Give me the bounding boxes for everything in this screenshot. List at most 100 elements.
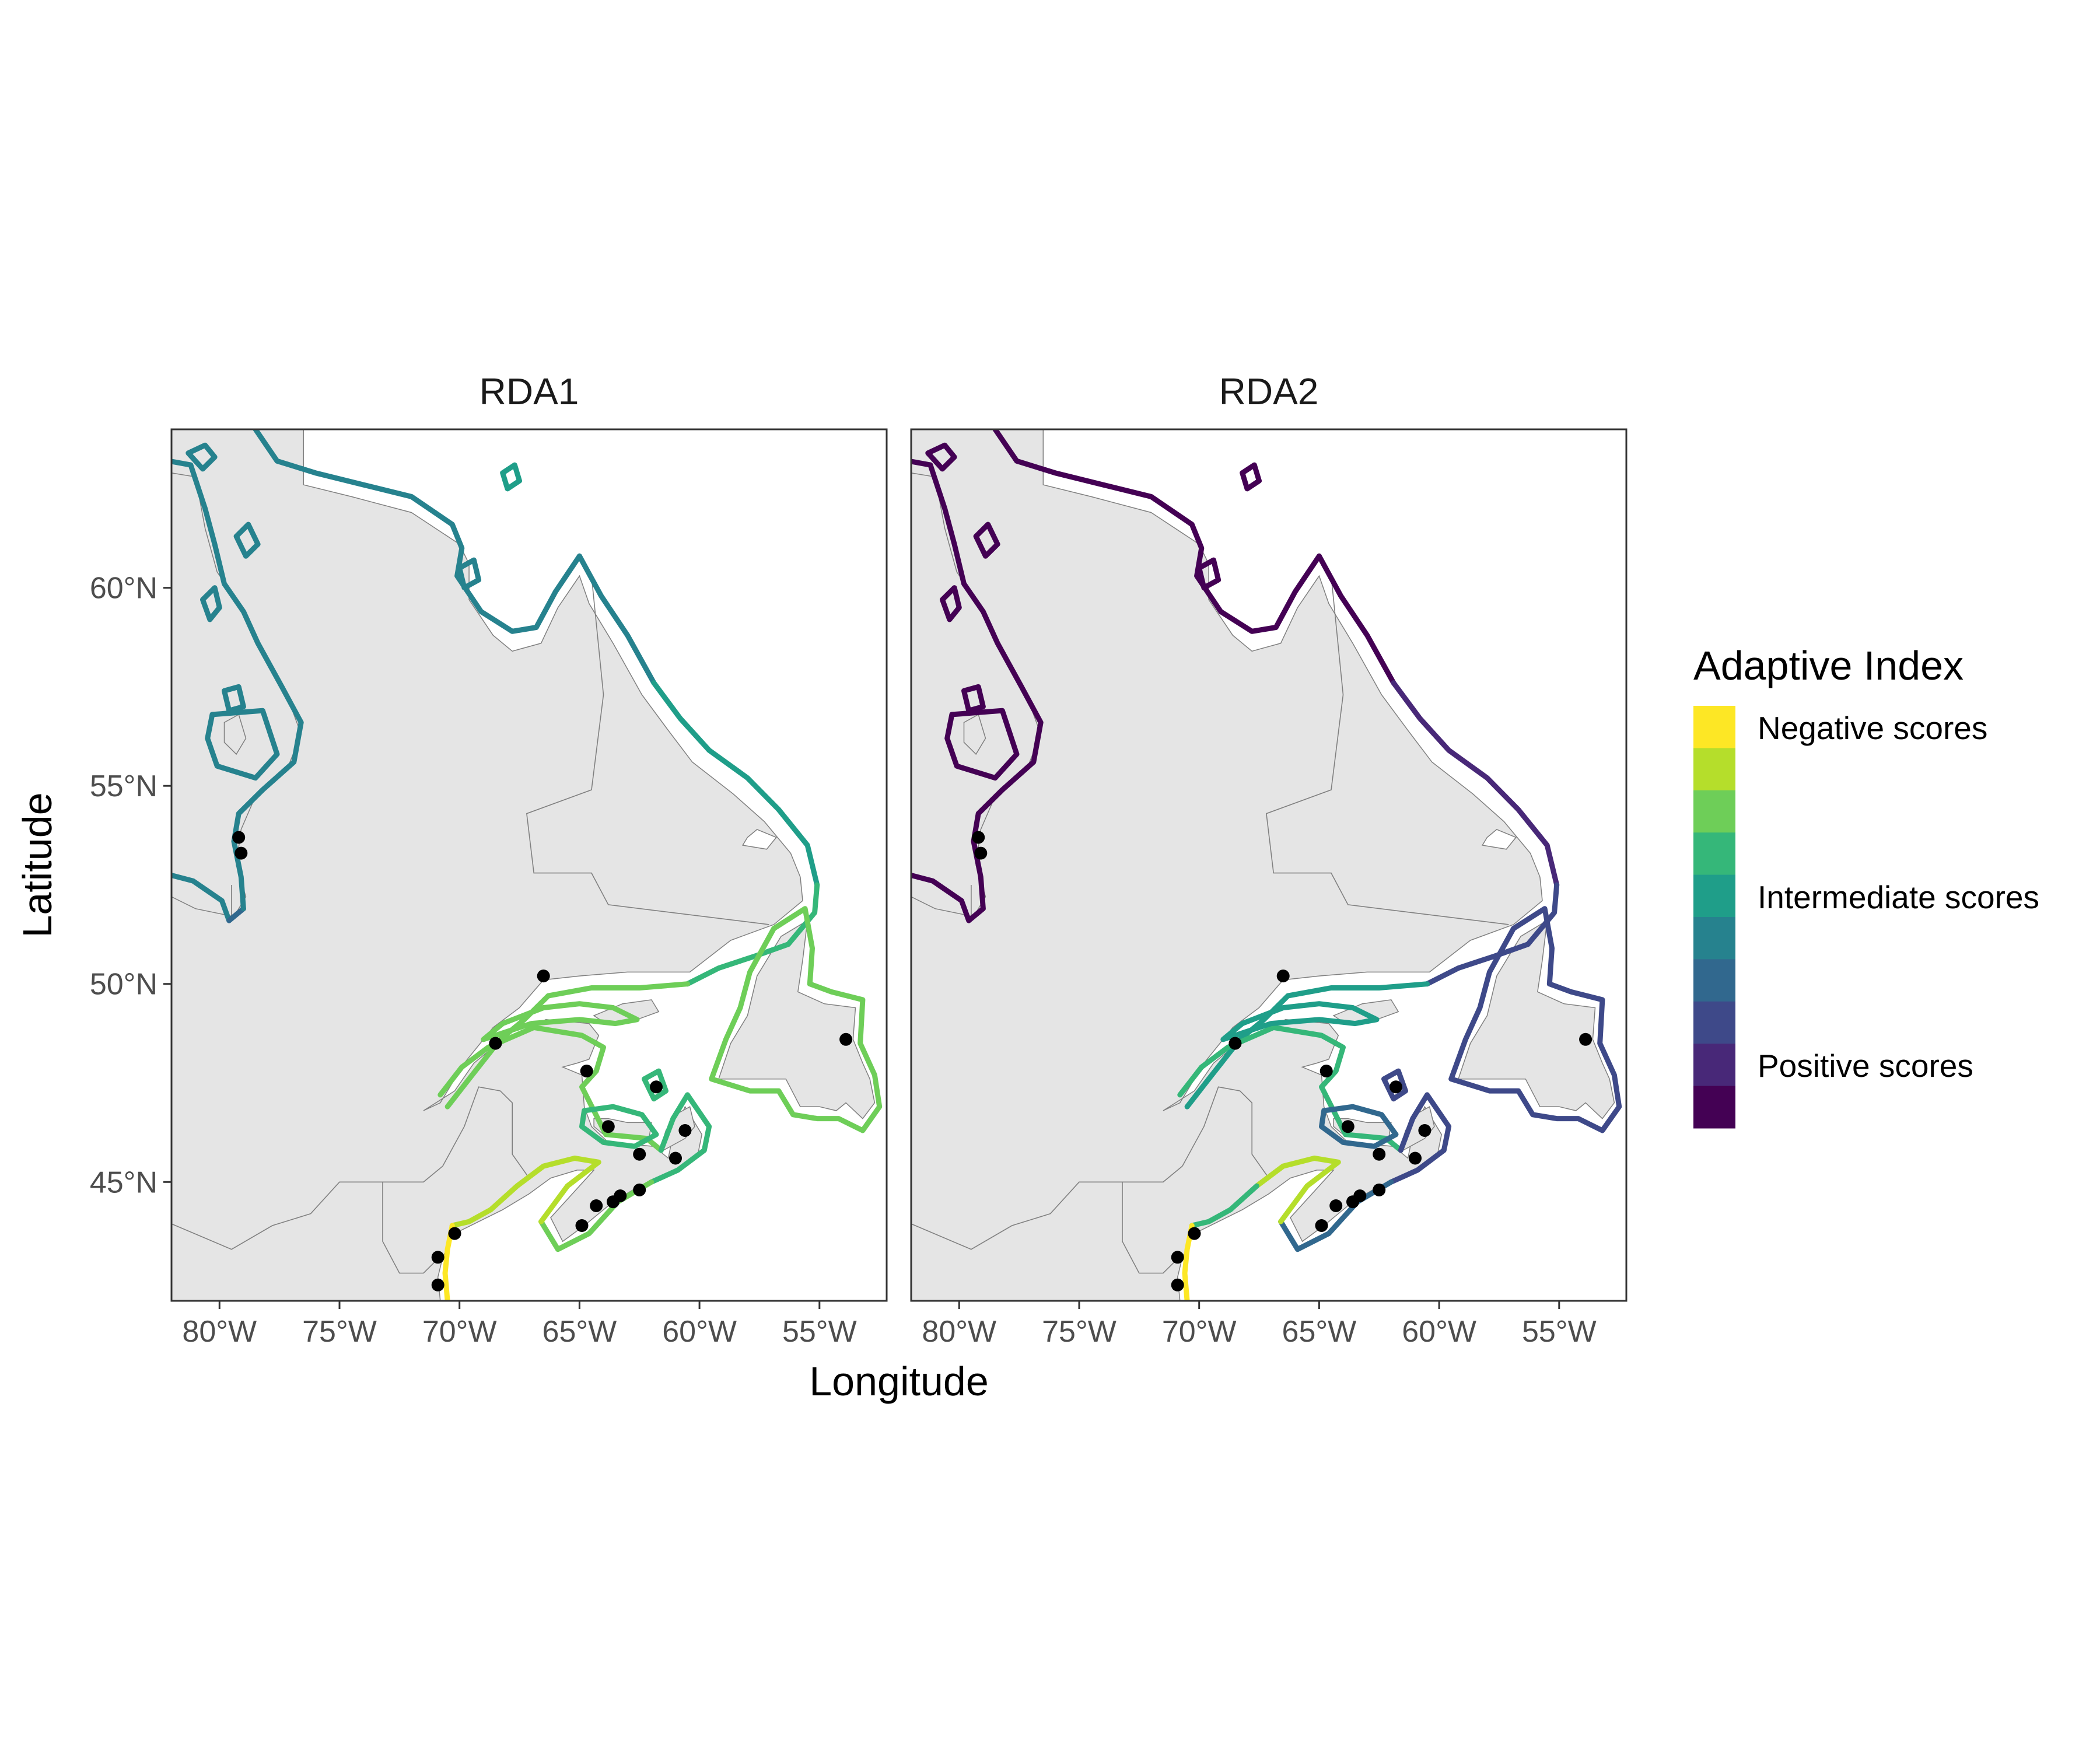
adaptive-index-coast-segment (1448, 906, 1622, 1133)
sampling-site-point (448, 1227, 461, 1240)
x-tick-label: 60°W (1402, 1315, 1476, 1349)
adaptive-index-shoal-loop (500, 462, 522, 492)
sampling-site-point (1320, 1065, 1333, 1078)
sampling-site-point (607, 1195, 620, 1209)
adaptive-index-shoal-loop (961, 684, 986, 713)
sampling-site-point (1409, 1152, 1422, 1165)
x-tick-label: 60°W (662, 1315, 737, 1349)
adaptive-index-shoal-loop (925, 442, 957, 472)
sampling-site-point (1276, 970, 1290, 983)
border-line (526, 576, 769, 925)
legend-label-negative: Negative scores (1758, 710, 1987, 746)
adaptive-index-coast-segment (1391, 680, 1560, 888)
border-line (911, 1166, 1183, 1250)
adaptive-index-shoal-loop (940, 585, 962, 622)
adaptive-index-coast-segment (649, 1092, 712, 1185)
sampling-site-point (431, 1278, 444, 1292)
sampling-site-point (1390, 1080, 1402, 1094)
adaptive-index-shoal-loop (205, 708, 280, 781)
adaptive-index-shoal-loop (1381, 1068, 1408, 1102)
y-axis-title: Latitude (15, 792, 60, 937)
panel-title-rda1: RDA1 (480, 370, 579, 412)
adaptive-index-shoal-loop (200, 585, 222, 622)
adaptive-index-shoal-loop (973, 522, 1000, 559)
x-axis-rda1: 80°W 75°W 70°W 65°W 60°W 55°W (182, 1301, 857, 1349)
map-area-rda2 (911, 429, 1622, 1301)
legend-title: Adaptive Index (1693, 643, 1964, 688)
legend-color-key (1693, 748, 1735, 791)
island (963, 713, 986, 755)
x-tick-label: 70°W (1162, 1315, 1237, 1349)
x-tick-label: 75°W (1042, 1315, 1116, 1349)
adaptive-index-coast-segment (992, 429, 1322, 634)
border-line (1266, 576, 1509, 925)
x-tick-label: 55°W (782, 1315, 857, 1349)
border-line (1122, 1182, 1176, 1274)
sampling-site-point (1341, 1120, 1354, 1133)
sampling-site-point (669, 1152, 682, 1165)
adaptive-index-shoal-loop (1240, 462, 1262, 492)
legend-color-key (1693, 959, 1735, 1002)
adaptive-index-shoal-loop (457, 557, 482, 591)
sampling-site-point (235, 846, 248, 860)
adaptive-index-shoal-loop (222, 684, 246, 713)
adaptive-index-coast-segment (1254, 1156, 1341, 1224)
legend-color-key (1693, 1086, 1735, 1129)
map-panel-rda2: RDA2 80°W 75°W 70°W 65°W 60°W 55°W (910, 370, 1628, 1349)
adaptive-index-shoal-loop (233, 522, 261, 559)
legend-color-key (1693, 1001, 1735, 1044)
legend-color-key (1693, 832, 1735, 876)
sampling-site-point (1418, 1124, 1432, 1137)
legend-color-key (1693, 1044, 1735, 1087)
adaptive-index-coast-segment (438, 1024, 664, 1153)
sampling-site-point (537, 970, 550, 983)
adaptive-index-shoal-loop (1319, 1104, 1399, 1149)
legend-label-positive: Positive scores (1758, 1048, 1973, 1084)
y-tick-label: 55°N (90, 769, 158, 803)
sampling-site-point (633, 1183, 646, 1196)
sampling-site-point (1373, 1183, 1386, 1196)
sampling-site-point (839, 1032, 853, 1046)
adaptive-index-shoal-loop (1196, 557, 1222, 591)
sampling-site-point (633, 1147, 646, 1161)
legend: Adaptive Index Negative scores Intermedi… (1693, 643, 2039, 1129)
sampling-site-point (1171, 1278, 1184, 1292)
adaptive-index-coast-segment (1184, 981, 1430, 1110)
x-tick-label: 55°W (1522, 1315, 1597, 1349)
sampling-site-point (431, 1251, 444, 1264)
adaptive-index-coast-segment (1189, 1183, 1259, 1228)
sampling-site-point (974, 846, 988, 860)
x-tick-label: 65°W (1282, 1315, 1357, 1349)
sampling-site-point (601, 1120, 615, 1133)
adaptive-index-coast-segment (449, 1156, 601, 1228)
sampling-site-point (1329, 1199, 1343, 1212)
sampling-site-point (650, 1080, 663, 1094)
sampling-site-point (590, 1199, 603, 1212)
land (911, 429, 1615, 1301)
sampling-site-point (1373, 1147, 1386, 1161)
panel-title-rda2: RDA2 (1219, 370, 1319, 412)
sampling-site-point (1188, 1227, 1201, 1240)
border-line (382, 1182, 436, 1274)
sampling-sites (232, 831, 853, 1292)
border-line (442, 1086, 530, 1178)
y-axis: 60°N 55°N 50°N 45°N (90, 572, 172, 1199)
adaptive-index-coast-segment (1388, 1092, 1452, 1185)
sampling-site-point (678, 1124, 692, 1137)
legend-color-key (1693, 917, 1735, 960)
y-tick-label: 45°N (90, 1166, 158, 1199)
adaptive-index-coast-segment (685, 882, 820, 987)
adaptive-index-shoal-loop (186, 442, 218, 472)
sampling-site-point (1228, 1037, 1242, 1050)
map-panel-rda1: RDA1 80°W 75°W 70°W 65°W 60°W 55°W (170, 370, 888, 1349)
sampling-site-point (1579, 1032, 1592, 1046)
sampling-site-point (1346, 1195, 1359, 1209)
y-tick-label: 50°N (90, 968, 158, 1002)
adaptive-index-shoal-loop (481, 1001, 640, 1042)
adaptive-index-coast-segment (576, 553, 657, 686)
sampling-site-point (1171, 1251, 1184, 1264)
sampling-sites (972, 831, 1592, 1292)
x-tick-label: 75°W (302, 1315, 377, 1349)
sampling-site-point (580, 1065, 593, 1078)
